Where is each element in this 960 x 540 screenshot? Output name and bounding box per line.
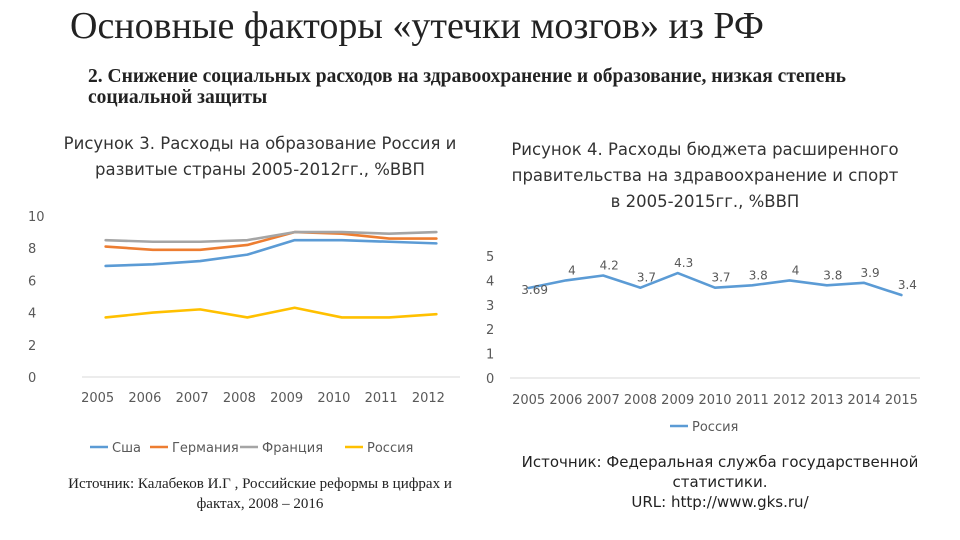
chart1-x-tick-label: 2011 bbox=[365, 391, 398, 406]
chart2-data-label: 3.4 bbox=[898, 278, 917, 292]
chart1-series-line-3 bbox=[104, 306, 438, 319]
chart2-x-tick-label: 2014 bbox=[848, 393, 881, 408]
slide-title: Основные факторы «утечки мозгов» из РФ bbox=[70, 5, 764, 47]
chart2-y-tick-label: 1 bbox=[486, 348, 494, 363]
chart2-x-tick-label: 2006 bbox=[549, 393, 582, 408]
chart2-y-tick-label: 0 bbox=[486, 372, 494, 387]
chart2-data-label: 3.7 bbox=[637, 271, 656, 285]
chart2-x-tick-label: 2007 bbox=[587, 393, 620, 408]
chart1-y-tick-label: 4 bbox=[28, 307, 36, 322]
chart1-source: Источник: Калабеков И.Г , Российские реф… bbox=[68, 476, 452, 512]
chart2-y-tick-label: 2 bbox=[486, 323, 494, 338]
chart1-legend-label-0: Сша bbox=[112, 441, 141, 456]
chart2-x-tick-label: 2009 bbox=[661, 393, 694, 408]
chart1-x-tick-label: 2006 bbox=[128, 391, 161, 406]
chart1-x-tick-label: 2005 bbox=[81, 391, 114, 406]
chart2-data-label: 4.2 bbox=[600, 259, 619, 273]
chart1-x-tick-label: 2012 bbox=[412, 391, 445, 406]
chart2-x-tick-label: 2013 bbox=[810, 393, 843, 408]
chart2-source: Источник: Федеральная служба государстве… bbox=[510, 452, 930, 512]
chart1-x-tick-label: 2010 bbox=[317, 391, 350, 406]
chart2-source-line1: Источник: Федеральная служба государстве… bbox=[521, 453, 919, 491]
chart1-title: Рисунок 3. Расходы на образование Россия… bbox=[63, 134, 457, 179]
chart1-x-tick-label: 2007 bbox=[176, 391, 209, 406]
chart2-data-label: 3.8 bbox=[749, 268, 768, 282]
chart2-series-line-russia bbox=[527, 271, 903, 297]
chart1-y-tick-label: 8 bbox=[28, 242, 36, 257]
chart2-data-label: 3.7 bbox=[711, 271, 730, 285]
chart1-x-tick-label: 2009 bbox=[270, 391, 303, 406]
chart2-x-tick-label: 2012 bbox=[773, 393, 806, 408]
chart2-legend-label: Россия bbox=[692, 420, 738, 435]
chart1-y-tick-label: 6 bbox=[28, 274, 36, 289]
chart2-y-tick-label: 5 bbox=[486, 250, 494, 265]
chart1-legend-label-3: Россия bbox=[367, 441, 413, 456]
chart2-y-tick-label: 4 bbox=[486, 274, 494, 289]
slide-subtitle: 2. Снижение социальных расходов на здрав… bbox=[88, 66, 846, 108]
chart1-legend-label-2: Франция bbox=[262, 441, 323, 456]
chart2-data-label: 3.69 bbox=[521, 283, 548, 297]
chart2-data-label: 4 bbox=[568, 263, 576, 277]
chart2-x-tick-label: 2008 bbox=[624, 393, 657, 408]
chart2-x-tick-label: 2010 bbox=[698, 393, 731, 408]
chart2-title: Рисунок 4. Расходы бюджета расширенного … bbox=[511, 140, 899, 211]
chart2-data-label: 4.3 bbox=[674, 256, 693, 270]
chart1-series-line-1 bbox=[104, 230, 438, 252]
chart2-data-label: 3.9 bbox=[861, 266, 880, 280]
chart1-series-line-2 bbox=[104, 230, 438, 244]
chart2-x-tick-label: 2005 bbox=[512, 393, 545, 408]
chart2-data-label: 3.8 bbox=[823, 268, 842, 282]
chart2-x-tick-label: 2015 bbox=[885, 393, 918, 408]
chart2-y-tick-label: 3 bbox=[486, 299, 494, 314]
chart1-legend-label-1: Германия bbox=[172, 441, 239, 456]
chart2-data-label: 4 bbox=[792, 263, 800, 277]
chart1-y-tick-label: 10 bbox=[28, 210, 45, 225]
chart1-y-tick-label: 2 bbox=[28, 339, 36, 354]
chart1-series-line-0 bbox=[104, 238, 438, 268]
chart1-x-tick-label: 2008 bbox=[223, 391, 256, 406]
chart2-source-url: URL: http://www.gks.ru/ bbox=[631, 493, 809, 511]
chart2-x-tick-label: 2011 bbox=[736, 393, 769, 408]
chart1-y-tick-label: 0 bbox=[28, 371, 36, 386]
